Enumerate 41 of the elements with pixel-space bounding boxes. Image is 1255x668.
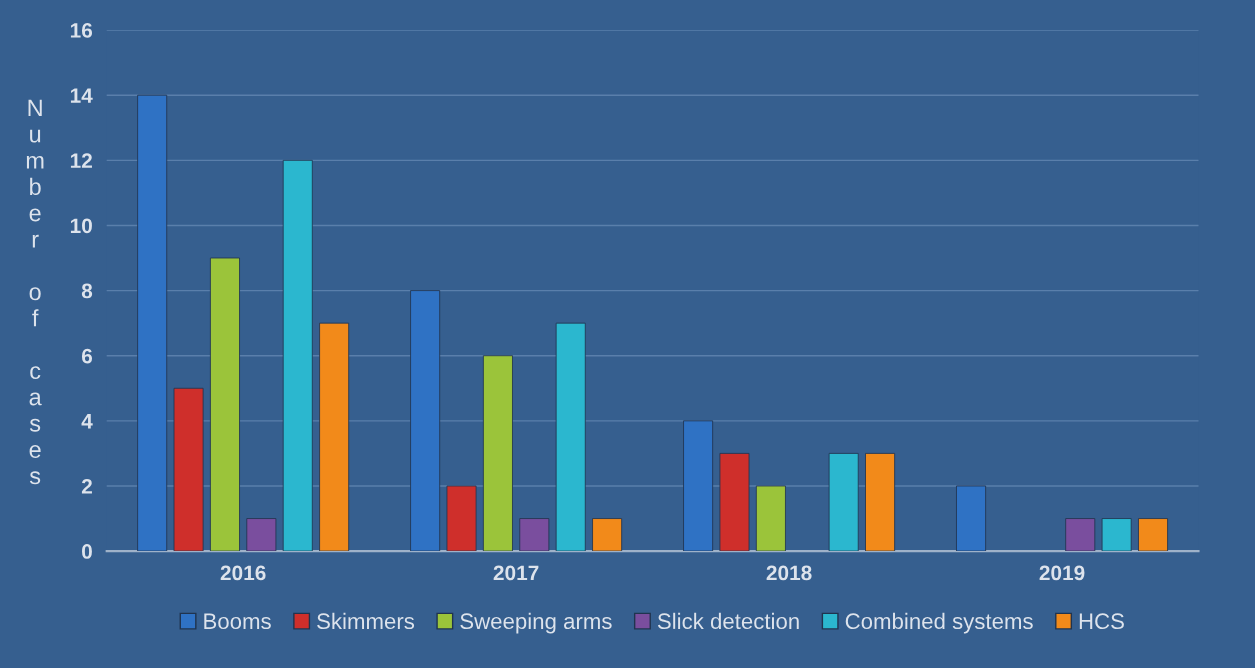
y-tick-label: 12 (70, 153, 92, 168)
bar (410, 290, 441, 552)
y-tick-label: 0 (82, 544, 92, 559)
bar (592, 518, 623, 552)
y-tick-label: 14 (70, 88, 93, 103)
bar (865, 452, 896, 552)
bar (719, 452, 750, 552)
x-tick-label: 2019 (1039, 565, 1085, 581)
x-tick-label: 2016 (220, 565, 266, 581)
bar (1101, 518, 1132, 552)
bar (555, 322, 586, 552)
bar (1065, 518, 1096, 552)
y-tick-label: 4 (81, 414, 93, 429)
bar (519, 518, 550, 552)
text: Number of cases (26, 99, 44, 485)
x-tick-label: 2017 (493, 565, 539, 581)
bar (956, 485, 987, 552)
bar (482, 355, 513, 552)
legend-label: Skimmers (317, 612, 415, 630)
bar (173, 387, 204, 552)
legend-label: Sweeping arms (460, 612, 612, 634)
y-tick-label: 6 (81, 348, 93, 364)
bar (1138, 518, 1169, 552)
bar (755, 485, 786, 552)
bar (209, 257, 240, 552)
x-tick-label: 2018 (766, 565, 812, 581)
legend-label: Slick detection (657, 612, 799, 630)
bar (683, 420, 714, 552)
y-tick-label: 8 (81, 283, 93, 299)
bar (137, 94, 168, 552)
legend-label: Combined systems (845, 612, 1033, 634)
bar (246, 518, 277, 552)
y-tick-label: 16 (70, 23, 93, 38)
bar (319, 322, 350, 552)
bar (446, 485, 477, 552)
legend-label: HCS (1079, 613, 1124, 630)
y-tick-label: 10 (70, 218, 92, 234)
bar (828, 452, 859, 552)
bar (282, 159, 313, 552)
legend-label: Booms (204, 613, 271, 630)
y-tick-label: 2 (81, 478, 92, 494)
